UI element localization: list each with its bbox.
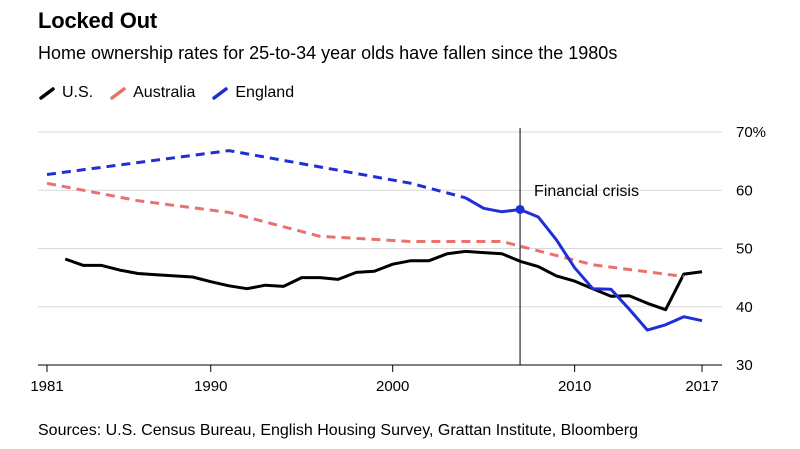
legend-label-australia: Australia [133,84,196,101]
y-tick-label: 70% [736,124,766,141]
legend-label-england: England [235,84,295,101]
y-tick-label: 30 [736,357,753,374]
x-tick-label: 2017 [685,378,718,395]
x-tick-label: 2010 [558,378,591,395]
series-line-england-dashed [46,149,466,200]
x-tick-label: 2000 [376,378,409,395]
y-tick-label: 40 [736,299,753,316]
legend-swatch-australia [110,87,126,100]
y-tick-label: 60 [736,182,753,199]
legend-label-us: U.S. [62,84,94,101]
chart-source: Sources: U.S. Census Bureau, English Hou… [38,422,638,439]
y-tick-label: 50 [736,241,753,258]
series-line-us [64,249,703,312]
legend-swatch-england [212,87,229,100]
crisis-marker [515,204,525,214]
series-line-england-solid [464,196,703,332]
chart-subtitle: Home ownership rates for 25-to-34 year o… [38,43,618,63]
legend-item-us: U.S. [38,84,93,102]
legend-item-england: England [211,84,294,102]
series-line-australia [46,181,684,278]
crisis-label: Financial crisis [534,183,639,200]
x-tick-label: 1990 [194,378,227,395]
chart-title: Locked Out [38,8,158,33]
legend-swatch-us [39,87,55,100]
legend-item-australia: Australia [109,84,195,102]
legend: U.S. Australia England [38,84,310,102]
x-tick-label: 1981 [30,378,63,395]
